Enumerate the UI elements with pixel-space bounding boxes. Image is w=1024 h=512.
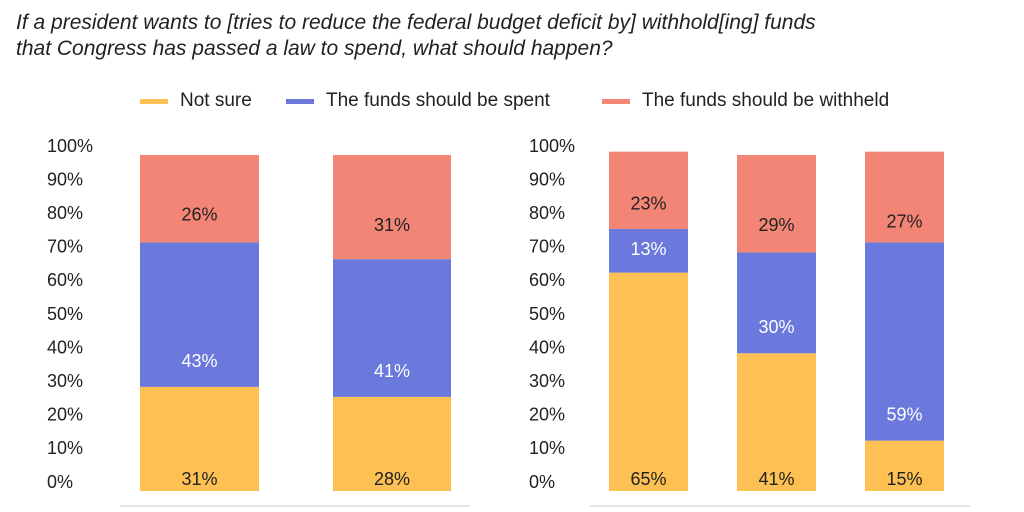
chart-title-line-1: If a president wants to [tries to reduce… <box>16 11 816 34</box>
chart2-bar2-segment-spent <box>737 252 816 354</box>
chart2-y-tick-label: 50% <box>529 304 565 324</box>
chart1-y-tick-label: 90% <box>47 169 83 189</box>
chart2-bar3-label-withheld: 27% <box>886 212 922 232</box>
legend-item-spent: The funds should be spent <box>286 90 550 112</box>
chart2-y-tick-label: 30% <box>529 371 565 391</box>
legend-label-spent: The funds should be spent <box>326 90 550 111</box>
chart1-bar1-label-not-sure: 31% <box>181 469 217 489</box>
chart2-y-tick-label: 10% <box>529 438 565 458</box>
chart1-bar2-segment-withheld <box>333 155 451 260</box>
chart1-bar1-label-spent: 43% <box>181 351 217 371</box>
chart1-y-tick-label: 10% <box>47 438 83 458</box>
chart1-bar1-label-withheld: 26% <box>181 205 217 225</box>
chart2-bar2-label-not-sure: 41% <box>758 469 794 489</box>
chart2-bar1-segment-spent <box>609 228 688 273</box>
chart2-bar2-label-withheld: 29% <box>758 215 794 235</box>
chart2-bar1-segment-not-sure <box>609 272 688 491</box>
chart-title: If a president wants to [tries to reduce… <box>16 10 1006 62</box>
chart1-bar2-label-not-sure: 28% <box>374 469 410 489</box>
chart2-y-tick-label: 90% <box>529 169 565 189</box>
chart1-bar2-segment-spent <box>333 259 451 397</box>
chart2-bar1-segment-withheld <box>609 151 688 229</box>
chart2-bar2-segment-withheld <box>737 155 816 253</box>
legend-item-not-sure: Not sure <box>140 90 252 112</box>
chart2-bar3-segment-spent <box>865 242 944 441</box>
chart1-y-tick-label: 60% <box>47 270 83 290</box>
chart1-bar1-segment-spent <box>140 242 259 387</box>
chart2-bar3-label-not-sure: 15% <box>886 469 922 489</box>
legend-swatch-spent <box>286 98 314 104</box>
chart2-bar1-label-not-sure: 65% <box>630 469 666 489</box>
legend-label-not-sure: Not sure <box>180 90 252 111</box>
chart1-y-tick-label: 80% <box>47 203 83 223</box>
chart1-bar2-label-spent: 41% <box>374 361 410 381</box>
chart2-bar1-label-withheld: 23% <box>630 194 666 214</box>
chart2-y-tick-label: 40% <box>529 337 565 357</box>
chart1-y-tick-label: 70% <box>47 237 83 257</box>
legend-label-withheld: The funds should be withheld <box>642 90 890 111</box>
chart1-y-tick-label: 20% <box>47 405 83 425</box>
chart1-y-tick-label: 40% <box>47 337 83 357</box>
chart1-bar2-segment-not-sure <box>333 396 451 491</box>
chart2-y-tick-label: 100% <box>529 136 575 156</box>
chart2-y-tick-label: 20% <box>529 405 565 425</box>
chart2-y-tick-label: 0% <box>529 472 555 492</box>
chart2-y-tick-label: 70% <box>529 237 565 257</box>
chart2-bar2-segment-not-sure <box>737 353 816 491</box>
legend-swatch-not-sure <box>140 98 168 104</box>
chart2-bar2-label-spent: 30% <box>758 317 794 337</box>
chart2-bar3-segment-not-sure <box>865 440 944 491</box>
chart2-bar3-segment-withheld <box>865 151 944 243</box>
legend-swatch-withheld <box>602 98 630 104</box>
chart1-bar1-segment-withheld <box>140 155 259 243</box>
chart2-bar3-label-spent: 59% <box>886 405 922 425</box>
chart1-y-tick-label: 0% <box>47 472 73 492</box>
chart1-bar1-segment-not-sure <box>140 386 259 491</box>
chart2-y-tick-label: 60% <box>529 270 565 290</box>
chart1-y-tick-label: 50% <box>47 304 83 324</box>
chart-title-line-2: that Congress has passed a law to spend,… <box>16 37 613 60</box>
chart2-bar1-label-spent: 13% <box>630 239 666 259</box>
chart1-y-tick-label: 100% <box>47 136 93 156</box>
chart2-y-tick-label: 80% <box>529 203 565 223</box>
legend: Not sure The funds should be spent The f… <box>0 90 1024 114</box>
legend-item-withheld: The funds should be withheld <box>602 90 889 112</box>
chart1-y-tick-label: 30% <box>47 371 83 391</box>
chart1-bar2-label-withheld: 31% <box>374 215 410 235</box>
